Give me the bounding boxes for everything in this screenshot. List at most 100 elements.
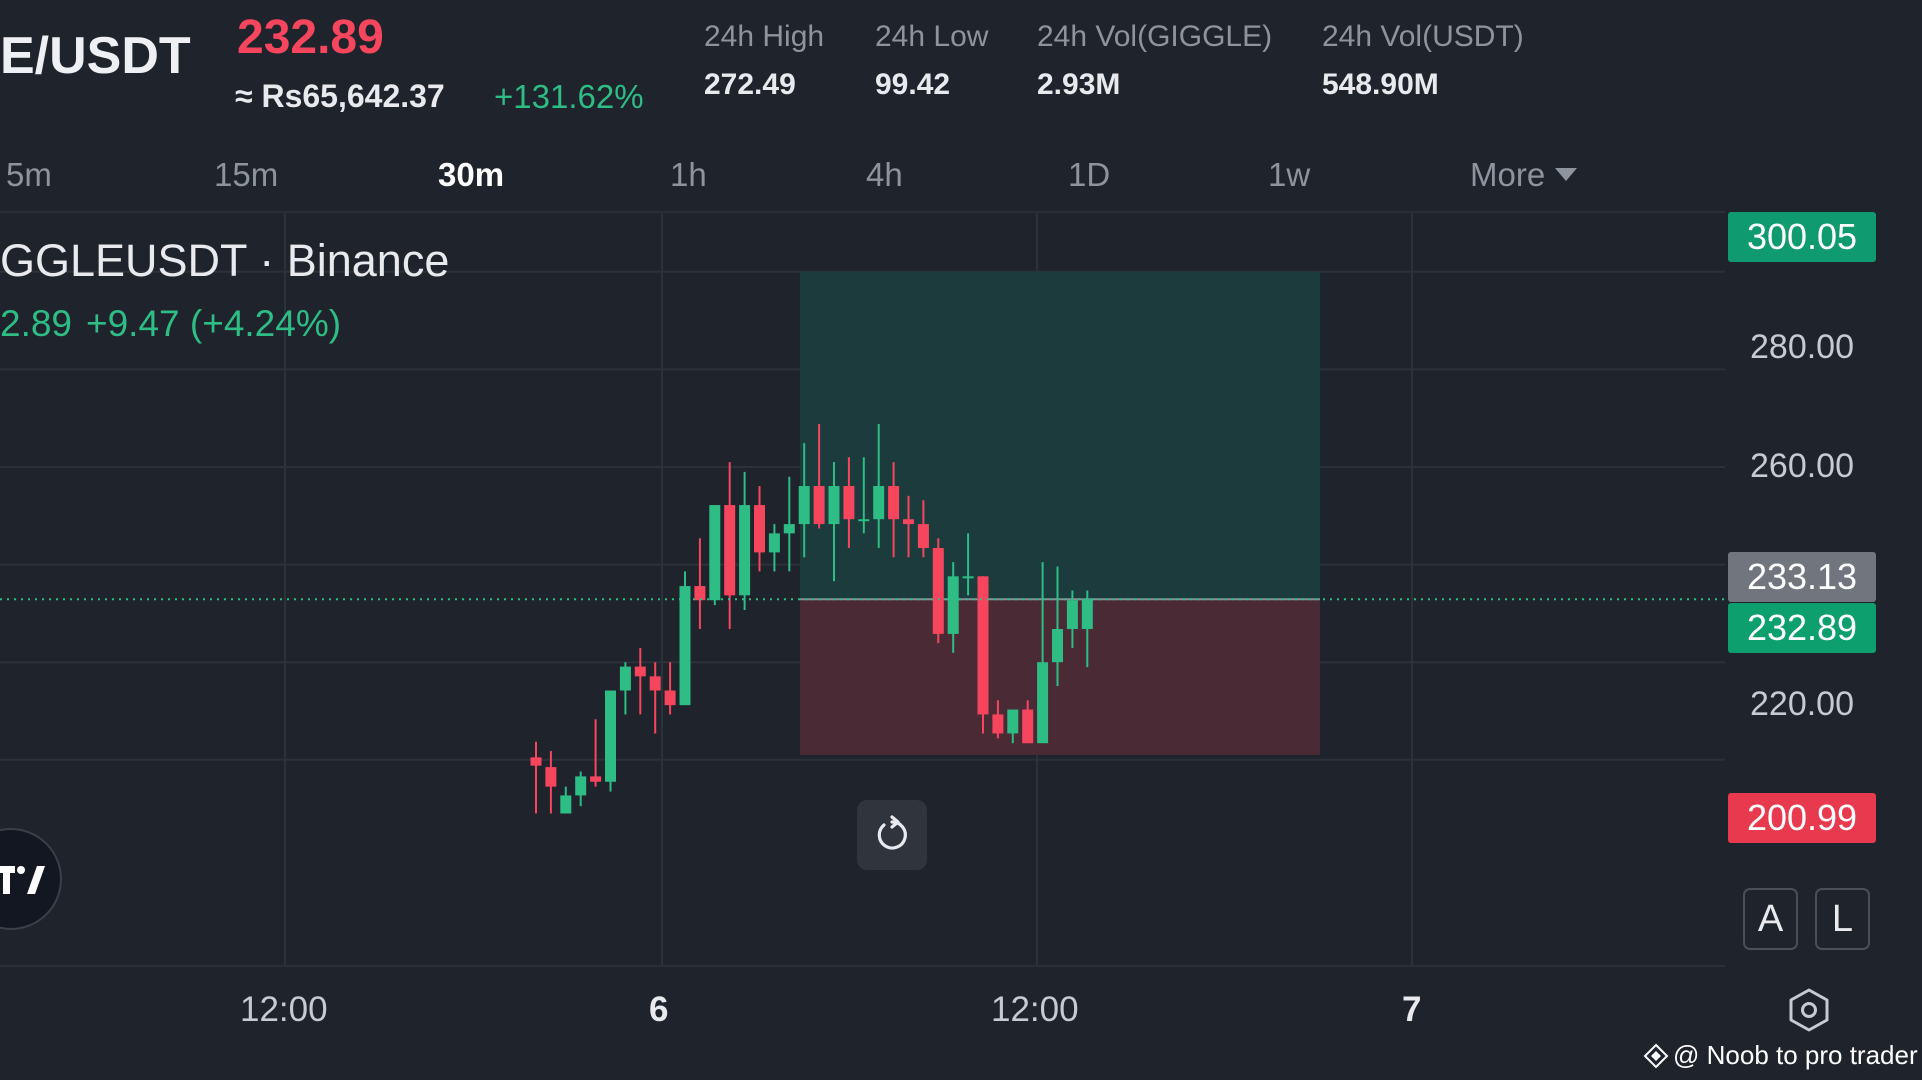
chart-last-value: 2.89 bbox=[0, 303, 73, 344]
candle-body bbox=[605, 690, 616, 782]
candle-body bbox=[530, 757, 542, 766]
tab-1d[interactable]: 1D bbox=[1068, 156, 1111, 193]
candle bbox=[932, 538, 944, 644]
tab-30m[interactable]: 30m bbox=[438, 156, 505, 193]
chart-symbol: GGLEUSDT · Binance bbox=[0, 235, 450, 286]
candle bbox=[634, 648, 646, 715]
candle bbox=[873, 424, 885, 549]
chart-settings-button[interactable] bbox=[1786, 987, 1832, 1033]
candle bbox=[649, 662, 661, 734]
candle-body bbox=[843, 486, 855, 520]
stop-loss-zone bbox=[800, 599, 1320, 755]
candle-body bbox=[1052, 629, 1063, 663]
candle-body bbox=[828, 486, 840, 525]
candle bbox=[903, 495, 914, 558]
candle bbox=[739, 471, 751, 610]
tab-5m[interactable]: 5m bbox=[6, 156, 52, 193]
candle-body bbox=[992, 714, 1004, 734]
candle-body bbox=[858, 519, 870, 522]
candle-body bbox=[798, 486, 810, 525]
reset-chart-button[interactable] bbox=[857, 800, 927, 870]
pair-title: E/USDT bbox=[0, 27, 191, 85]
stat-label-low: 24h Low bbox=[875, 20, 989, 53]
x-tick-label: 12:00 bbox=[240, 990, 328, 1029]
last-price: 232.89 bbox=[237, 11, 384, 64]
y-tick-label: 220.00 bbox=[1750, 685, 1854, 723]
stat-label-vol-quote: 24h Vol(USDT) bbox=[1322, 20, 1524, 53]
candle-body bbox=[649, 676, 661, 691]
candle bbox=[575, 771, 587, 807]
x-tick-label: 12:00 bbox=[991, 990, 1079, 1029]
y-tick-label: 260.00 bbox=[1750, 447, 1854, 485]
candle-body bbox=[783, 524, 795, 534]
candle bbox=[1081, 590, 1093, 668]
candle-body bbox=[664, 690, 676, 706]
tab-more[interactable]: More bbox=[1470, 156, 1578, 194]
candle-body bbox=[1007, 709, 1019, 734]
position-zones bbox=[800, 271, 1320, 755]
candle-body bbox=[545, 767, 557, 787]
candle bbox=[1052, 566, 1063, 687]
x-tick-label: 7 bbox=[1402, 990, 1422, 1029]
log-scale-button[interactable]: L bbox=[1815, 888, 1870, 950]
chart-change: +9.47 (+4.24%) bbox=[86, 303, 342, 344]
candle bbox=[962, 533, 974, 596]
diamond-logo-icon bbox=[1643, 1043, 1669, 1068]
candle bbox=[977, 576, 989, 734]
candle-body bbox=[634, 666, 646, 677]
current-price-tag: 232.89 bbox=[1728, 603, 1876, 653]
candle bbox=[590, 719, 602, 787]
candle-body bbox=[1066, 600, 1078, 630]
candle bbox=[828, 462, 840, 582]
candle bbox=[709, 505, 721, 606]
candle-body bbox=[679, 586, 691, 706]
candle bbox=[530, 741, 542, 814]
candle-body bbox=[709, 505, 721, 601]
change-percent: +131.62% bbox=[494, 78, 644, 115]
candle bbox=[917, 500, 929, 558]
local-currency-price: ≈ Rs65,642.37 bbox=[235, 78, 445, 114]
candle bbox=[947, 562, 959, 653]
stat-value-high: 272.49 bbox=[704, 68, 796, 101]
more-label: More bbox=[1470, 156, 1546, 193]
candle-body bbox=[932, 548, 944, 634]
tab-4h[interactable]: 4h bbox=[866, 156, 903, 193]
candle-body bbox=[947, 576, 959, 634]
tab-15m[interactable]: 15m bbox=[214, 156, 279, 193]
candle-body bbox=[739, 505, 751, 596]
candle bbox=[664, 662, 676, 715]
candle bbox=[560, 786, 572, 814]
candle bbox=[619, 662, 631, 715]
candle bbox=[843, 457, 855, 549]
candle-body bbox=[754, 505, 765, 553]
candle-body bbox=[1037, 662, 1049, 744]
watermark: @ Noob to pro trader bbox=[1643, 1040, 1918, 1071]
candle-body bbox=[917, 524, 929, 549]
candle-body bbox=[977, 576, 989, 715]
candle bbox=[545, 751, 557, 814]
stop-loss-price-tag: 200.99 bbox=[1728, 793, 1876, 843]
candle bbox=[813, 424, 825, 529]
candle-body bbox=[768, 533, 780, 553]
stat-value-vol-base: 2.93M bbox=[1037, 68, 1121, 101]
stat-label-vol-base: 24h Vol(GIGGLE) bbox=[1037, 20, 1273, 53]
secondary-price-tag: 233.13 bbox=[1728, 552, 1876, 602]
candle-body bbox=[962, 576, 974, 579]
tradingview-icon bbox=[0, 866, 45, 894]
candle bbox=[1022, 700, 1034, 744]
auto-scale-button[interactable]: A bbox=[1743, 888, 1798, 950]
candle-body bbox=[873, 486, 885, 520]
candle bbox=[1037, 562, 1049, 744]
stat-label-high: 24h High bbox=[704, 20, 825, 53]
candle bbox=[724, 462, 736, 630]
candle-body bbox=[1022, 709, 1034, 744]
candle bbox=[798, 443, 810, 558]
stat-value-vol-quote: 548.90M bbox=[1322, 68, 1439, 101]
tab-1w[interactable]: 1w bbox=[1268, 156, 1311, 193]
tab-1h[interactable]: 1h bbox=[670, 156, 707, 193]
candle bbox=[992, 700, 1004, 739]
candle bbox=[679, 571, 691, 706]
take-profit-price-tag: 300.05 bbox=[1728, 212, 1876, 262]
candle-body bbox=[813, 486, 825, 525]
